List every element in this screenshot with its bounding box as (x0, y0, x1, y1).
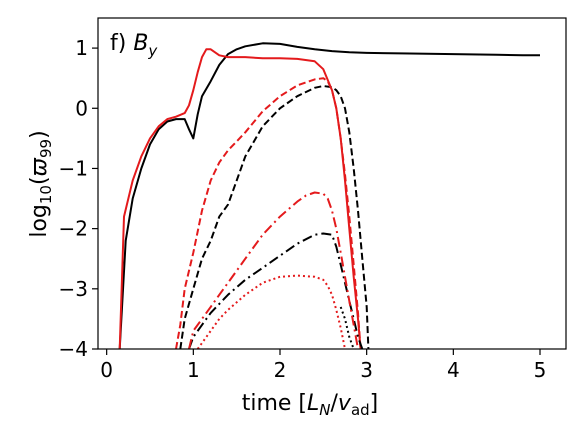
y-axis-label-prefix: log (27, 204, 52, 238)
x-tick-label: 2 (274, 358, 287, 382)
y-tick-label: −2 (59, 217, 88, 241)
x-axis-label: time [LN/vad] (242, 391, 379, 419)
series-line-3 (179, 85, 370, 349)
panel-label: f) By (110, 31, 158, 60)
x-tick-label: 4 (447, 358, 460, 382)
x-axis-label-Lsub: N (319, 401, 330, 419)
x-ticks: 0 1 2 3 4 5 (100, 349, 546, 382)
panel-label-sub: y (147, 42, 158, 60)
panel-label-var: B (133, 31, 148, 56)
x-axis-label-L: L (307, 391, 319, 416)
x-axis-label-vsub: ad (351, 401, 370, 419)
y-tick-label: 0 (75, 96, 88, 120)
y-ticks: −4 −3 −2 −1 0 1 (59, 36, 98, 361)
y-axis-label-open: ( (27, 176, 52, 185)
y-axis-label-var: ϖ (27, 157, 52, 176)
y-tick-label: −1 (59, 156, 88, 180)
x-tick-label: 0 (100, 358, 113, 382)
series-line-2 (118, 48, 362, 349)
y-axis-label-sub: 10 (37, 185, 55, 204)
series-layer (118, 42, 540, 349)
y-tick-label: 1 (75, 36, 88, 60)
x-axis-label-prefix: time [ (242, 391, 307, 416)
y-axis-label-close: ) (27, 130, 52, 139)
series-line-4 (175, 77, 362, 349)
panel-label-prefix: f) (110, 31, 133, 56)
series-line-1 (118, 42, 540, 349)
x-axis-label-v: v (338, 391, 352, 416)
series-line-5 (188, 232, 364, 349)
x-tick-label: 3 (360, 358, 373, 382)
y-axis-label-varsub: 99 (37, 139, 55, 158)
series-line-6 (188, 191, 359, 349)
series-line-7 (339, 306, 355, 349)
x-tick-label: 1 (187, 358, 200, 382)
series-line-8 (196, 274, 346, 349)
x-axis-label-slash: / (331, 391, 339, 416)
plot-frame (97, 17, 567, 350)
x-tick-label: 5 (534, 358, 547, 382)
y-axis-label: log10(ϖ99) (27, 130, 55, 237)
y-tick-label: −4 (59, 337, 88, 361)
y-tick-label: −3 (59, 277, 88, 301)
x-axis-label-suffix: ] (370, 391, 379, 416)
